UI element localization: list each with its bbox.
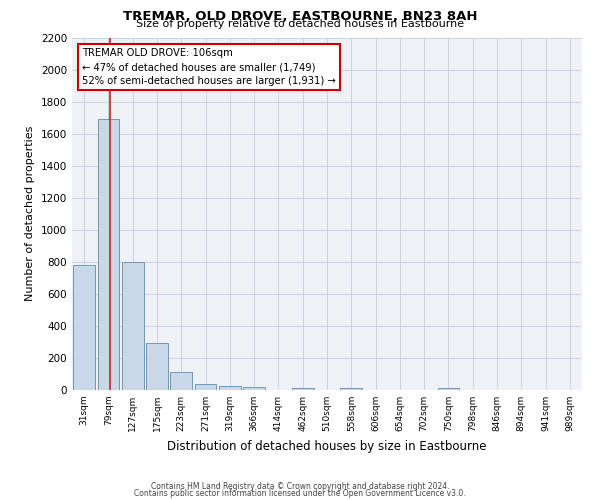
Bar [243,387,265,390]
Text: Contains public sector information licensed under the Open Government Licence v3: Contains public sector information licen… [134,488,466,498]
Bar [437,388,460,390]
Bar [73,265,95,390]
Text: TREMAR, OLD DROVE, EASTBOURNE, BN23 8AH: TREMAR, OLD DROVE, EASTBOURNE, BN23 8AH [123,10,477,23]
Y-axis label: Number of detached properties: Number of detached properties [25,126,35,302]
Bar [194,384,217,390]
Bar [340,388,362,390]
Bar [292,388,314,390]
Text: Contains HM Land Registry data © Crown copyright and database right 2024.: Contains HM Land Registry data © Crown c… [151,482,449,491]
Text: Size of property relative to detached houses in Eastbourne: Size of property relative to detached ho… [136,19,464,29]
Bar [146,342,168,390]
X-axis label: Distribution of detached houses by size in Eastbourne: Distribution of detached houses by size … [167,440,487,452]
Bar [97,119,119,390]
Text: TREMAR OLD DROVE: 106sqm
← 47% of detached houses are smaller (1,749)
52% of sem: TREMAR OLD DROVE: 106sqm ← 47% of detach… [82,48,336,86]
Bar [219,386,241,390]
Bar [170,372,192,390]
Bar [122,262,143,390]
